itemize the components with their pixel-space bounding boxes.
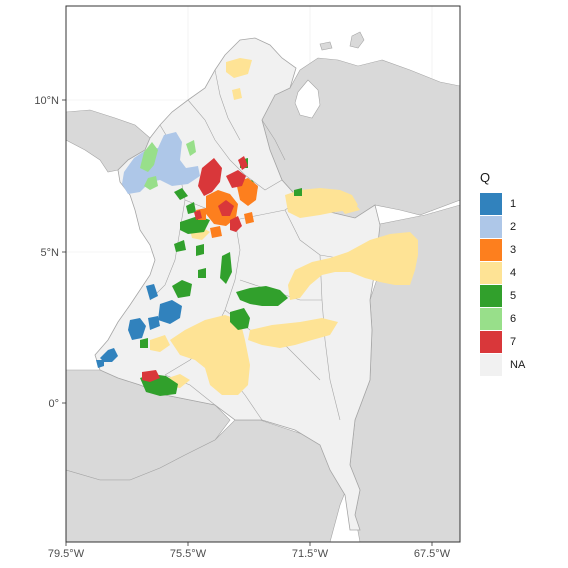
legend-item: 7 bbox=[480, 330, 560, 353]
legend-swatch bbox=[480, 192, 502, 215]
x-tick-label: 79.5°W bbox=[48, 548, 85, 560]
legend-swatch bbox=[480, 330, 502, 353]
legend-swatch bbox=[480, 284, 502, 307]
legend-label: 6 bbox=[510, 312, 517, 325]
legend-label: 4 bbox=[510, 266, 517, 279]
neighbor-countries bbox=[66, 31, 460, 542]
legend-swatch bbox=[480, 261, 502, 284]
axis-ticks bbox=[62, 99, 433, 546]
legend-item: NA bbox=[480, 353, 560, 376]
legend-swatch bbox=[480, 238, 502, 261]
legend-item: 4 bbox=[480, 261, 560, 284]
legend-label: 5 bbox=[510, 289, 517, 302]
legend-label: 3 bbox=[510, 243, 517, 256]
y-tick-label: 10°N bbox=[34, 95, 59, 107]
legend-label: 2 bbox=[510, 220, 517, 233]
legend: Q 1 2 3 4 5 6 7 NA bbox=[480, 170, 560, 376]
y-tick-label: 5°N bbox=[41, 247, 60, 259]
x-tick-label: 71.5°W bbox=[292, 548, 329, 560]
legend-label: 7 bbox=[510, 335, 517, 348]
legend-swatch bbox=[480, 307, 502, 330]
q6-regions bbox=[140, 140, 196, 190]
q4-regions bbox=[150, 58, 418, 395]
panel-border bbox=[65, 5, 461, 543]
x-tick-label: 75.5°W bbox=[170, 548, 207, 560]
legend-item: 2 bbox=[480, 215, 560, 238]
peru bbox=[66, 419, 351, 542]
legend-swatch bbox=[480, 353, 502, 376]
q2-regions bbox=[122, 132, 200, 194]
legend-title: Q bbox=[480, 170, 491, 185]
legend-items: 1 2 3 4 5 6 7 NA bbox=[480, 192, 560, 376]
lake-maracaibo bbox=[294, 79, 321, 119]
legend-label: NA bbox=[510, 358, 526, 371]
legend-item: 6 bbox=[480, 307, 560, 330]
q7-regions bbox=[142, 156, 248, 382]
legend-item: 3 bbox=[480, 238, 560, 261]
legend-label: 1 bbox=[510, 197, 517, 210]
q1-regions bbox=[96, 284, 182, 368]
legend-swatch bbox=[480, 215, 502, 238]
caribbean-islands-2 bbox=[319, 41, 333, 51]
legend-item: 5 bbox=[480, 284, 560, 307]
caribbean-islands bbox=[349, 31, 365, 49]
x-tick-label: 67.5°W bbox=[414, 548, 451, 560]
y-tick-label: 0° bbox=[48, 398, 59, 410]
legend-item: 1 bbox=[480, 192, 560, 215]
